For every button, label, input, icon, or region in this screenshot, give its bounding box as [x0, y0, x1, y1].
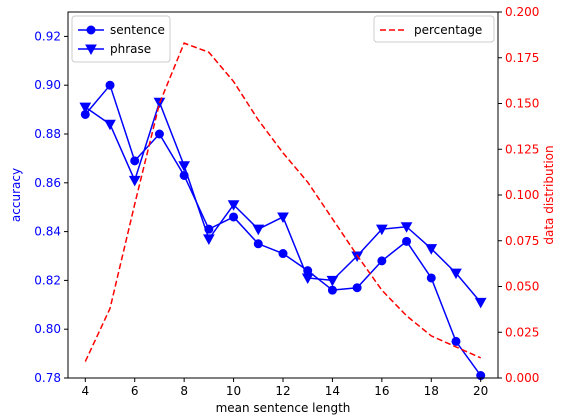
legend-label-sentence: sentence [110, 23, 165, 37]
legend-marker-sentence [86, 25, 96, 35]
data-point-phrase [252, 224, 265, 236]
x-tick-label: 8 [180, 384, 188, 398]
data-point-phrase [227, 200, 240, 211]
y-right-axis-label: data distribution [542, 145, 556, 244]
x-tick-label: 14 [325, 384, 340, 398]
data-point-phrase [178, 161, 190, 172]
y-left-tick-label: 0.88 [34, 127, 61, 141]
y-left-tick-label: 0.78 [34, 371, 61, 385]
y-right-tick-label: 0.175 [505, 51, 539, 65]
data-point-phrase [474, 297, 487, 309]
series-line-percentage [84, 42, 482, 362]
data-point-phrase [450, 268, 462, 280]
legend-marker-phrase [85, 44, 97, 56]
plot-lines [79, 42, 487, 381]
data-point-phrase [277, 212, 289, 223]
data-point-phrase [326, 275, 339, 287]
data-point-sentence [229, 212, 239, 222]
data-point-sentence [327, 285, 337, 295]
legend-box [71, 15, 171, 63]
data-point-phrase [301, 273, 314, 284]
data-point-sentence [377, 256, 387, 266]
legend-label-phrase: phrase [110, 42, 151, 56]
y-right-tick-label: 0.150 [505, 97, 539, 111]
x-tick-label: 10 [226, 384, 241, 398]
axes: 4 6 8 10 12 14 16 18 20 0.78 0.80 0.82 0.84 0.86 0.88 0… [9, 5, 556, 415]
data-point-phrase [425, 244, 438, 255]
x-tick-label: 20 [473, 384, 488, 398]
data-point-sentence [278, 249, 288, 259]
legend-label-percentage: percentage [414, 23, 482, 37]
y-left-tick-label: 0.82 [34, 273, 61, 287]
data-point-sentence [154, 129, 164, 139]
data-point-sentence [253, 239, 263, 249]
x-tick-label: 12 [275, 384, 290, 398]
x-tick-label: 18 [424, 384, 439, 398]
data-point-sentence [402, 236, 412, 246]
y-left-axis-label: accuracy [9, 168, 23, 222]
data-point-phrase [79, 102, 92, 114]
data-point-phrase [128, 175, 141, 187]
y-left-tick-label: 0.92 [34, 29, 61, 43]
plot-frame [67, 11, 499, 379]
y-right-tick-label: 0.075 [505, 234, 539, 248]
x-tick-label: 4 [81, 384, 89, 398]
data-point-phrase [376, 224, 388, 236]
data-point-sentence [451, 336, 461, 346]
data-point-sentence [105, 80, 115, 90]
y-right-tick-label: 0.200 [505, 5, 539, 19]
data-point-phrase [203, 234, 215, 245]
data-point-sentence [426, 273, 436, 283]
series-line-phrase [84, 100, 482, 303]
legend-series-accuracy: sentence phrase [71, 15, 171, 63]
y-left-tick-label: 0.86 [34, 176, 61, 190]
y-right-tick-label: 0.125 [505, 142, 539, 156]
data-point-sentence [352, 283, 362, 293]
data-point-phrase [104, 119, 116, 131]
x-tick-label: 6 [131, 384, 139, 398]
y-left-tick-label: 0.80 [34, 322, 61, 336]
legend-series-distribution: percentage [373, 15, 495, 43]
legend-box [373, 15, 495, 43]
y-left-tick-label: 0.90 [34, 78, 61, 92]
y-right-tick-label: 0.000 [505, 371, 539, 385]
x-tick-label: 16 [374, 384, 389, 398]
y-right-tick-label: 0.100 [505, 188, 539, 202]
y-left-tick-label: 0.84 [34, 225, 61, 239]
data-point-phrase [400, 222, 413, 233]
series-line-sentence [84, 83, 482, 376]
x-axis-label: mean sentence length [216, 401, 351, 415]
y-right-tick-label: 0.025 [505, 325, 539, 339]
y-right-tick-label: 0.050 [505, 280, 539, 294]
data-point-sentence [130, 156, 140, 166]
